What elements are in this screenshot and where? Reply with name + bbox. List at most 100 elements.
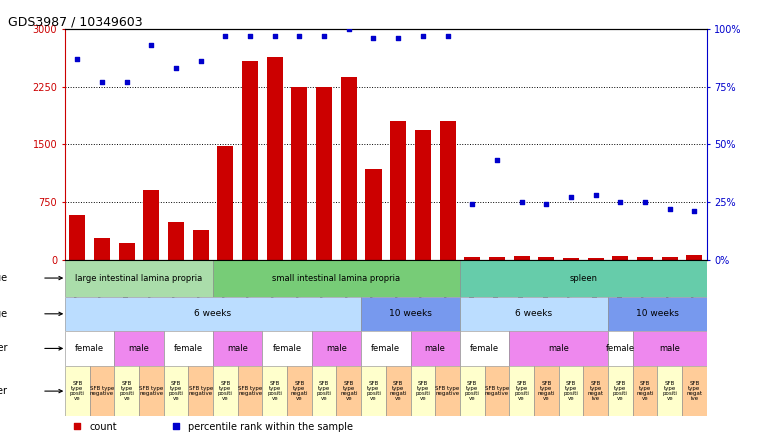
Point — [170, 64, 182, 71]
Text: SFB
type
negat
ive: SFB type negat ive — [686, 381, 702, 401]
Point — [367, 35, 380, 42]
Bar — [213, 366, 238, 416]
Point — [392, 35, 404, 42]
Bar — [139, 366, 163, 416]
Bar — [65, 297, 361, 331]
Point — [96, 79, 108, 86]
Bar — [70, 215, 86, 260]
Bar — [163, 331, 213, 366]
Point — [490, 157, 503, 164]
Bar — [439, 121, 455, 260]
Text: SFB
type
positi
ve: SFB type positi ve — [416, 381, 430, 401]
Bar — [189, 366, 213, 416]
Bar — [361, 366, 386, 416]
Text: SFB type
negative: SFB type negative — [238, 386, 262, 396]
Bar — [89, 366, 115, 416]
Text: male: male — [326, 344, 347, 353]
Bar — [115, 366, 139, 416]
Bar — [415, 131, 431, 260]
Bar — [510, 366, 534, 416]
Bar — [365, 169, 381, 260]
Text: male: male — [227, 344, 248, 353]
Point — [442, 32, 454, 40]
Text: age: age — [0, 309, 8, 319]
Bar — [682, 366, 707, 416]
Bar — [633, 366, 657, 416]
Text: SFB
type
positi
ve: SFB type positi ve — [169, 381, 183, 401]
Bar — [390, 121, 406, 260]
Bar — [608, 297, 707, 331]
Text: female: female — [173, 344, 203, 353]
Text: SFB type
negative: SFB type negative — [485, 386, 509, 396]
Bar — [513, 256, 529, 260]
Bar — [163, 366, 189, 416]
Bar — [65, 366, 89, 416]
Text: SFB
type
negati
ve: SFB type negati ve — [390, 381, 407, 401]
Bar — [435, 366, 460, 416]
Bar — [238, 366, 262, 416]
Bar — [608, 331, 633, 366]
Bar — [361, 331, 410, 366]
Point — [219, 32, 231, 40]
Bar — [144, 190, 160, 260]
Text: SFB
type
positi
ve: SFB type positi ve — [218, 381, 233, 401]
Point — [516, 198, 528, 206]
Text: SFB
type
negati
ve: SFB type negati ve — [290, 381, 308, 401]
Text: female: female — [470, 344, 499, 353]
Bar — [94, 238, 110, 260]
Point — [540, 201, 552, 208]
Text: SFB
type
positi
ve: SFB type positi ve — [662, 381, 677, 401]
Point — [318, 32, 330, 40]
Text: 10 weeks: 10 weeks — [636, 309, 678, 318]
Bar — [267, 56, 283, 260]
Bar — [193, 230, 209, 260]
Text: 10 weeks: 10 weeks — [389, 309, 432, 318]
Text: male: male — [659, 344, 680, 353]
Bar — [262, 366, 287, 416]
Point — [244, 32, 256, 40]
Point — [121, 79, 133, 86]
Text: 6 weeks: 6 weeks — [195, 309, 231, 318]
Bar — [386, 366, 410, 416]
Text: SFB
type
positi
ve: SFB type positi ve — [70, 381, 85, 401]
Text: small intestinal lamina propria: small intestinal lamina propria — [273, 274, 400, 282]
Point — [293, 32, 306, 40]
Text: SFB type
negative: SFB type negative — [435, 386, 460, 396]
Bar — [608, 366, 633, 416]
Text: SFB
type
positi
ve: SFB type positi ve — [465, 381, 480, 401]
Bar — [115, 331, 163, 366]
Bar — [410, 331, 460, 366]
Text: male: male — [548, 344, 569, 353]
Bar — [218, 146, 234, 260]
Point — [639, 198, 651, 206]
Bar — [213, 260, 460, 297]
Bar — [563, 258, 579, 260]
Bar — [460, 331, 510, 366]
Text: SFB type
negative: SFB type negative — [90, 386, 114, 396]
Bar — [558, 366, 583, 416]
Point — [590, 191, 602, 198]
Bar — [65, 260, 213, 297]
Text: female: female — [75, 344, 104, 353]
Point — [343, 25, 355, 32]
Text: female: female — [606, 344, 635, 353]
Bar — [633, 331, 707, 366]
Text: SFB
type
positi
ve: SFB type positi ve — [613, 381, 628, 401]
Text: SFB type
negative: SFB type negative — [139, 386, 163, 396]
Point — [145, 41, 157, 48]
Bar — [612, 256, 628, 260]
Bar — [489, 257, 505, 260]
Bar — [510, 331, 608, 366]
Bar — [312, 331, 361, 366]
Text: SFB
type
positi
ve: SFB type positi ve — [267, 381, 282, 401]
Text: percentile rank within the sample: percentile rank within the sample — [189, 422, 354, 432]
Bar — [336, 366, 361, 416]
Text: SFB type
negative: SFB type negative — [189, 386, 213, 396]
Point — [565, 194, 577, 201]
Bar — [410, 366, 435, 416]
Text: SFB
type
positi
ve: SFB type positi ve — [316, 381, 332, 401]
Bar — [465, 257, 481, 260]
Text: female: female — [273, 344, 302, 353]
Text: male: male — [425, 344, 445, 353]
Point — [170, 422, 182, 429]
